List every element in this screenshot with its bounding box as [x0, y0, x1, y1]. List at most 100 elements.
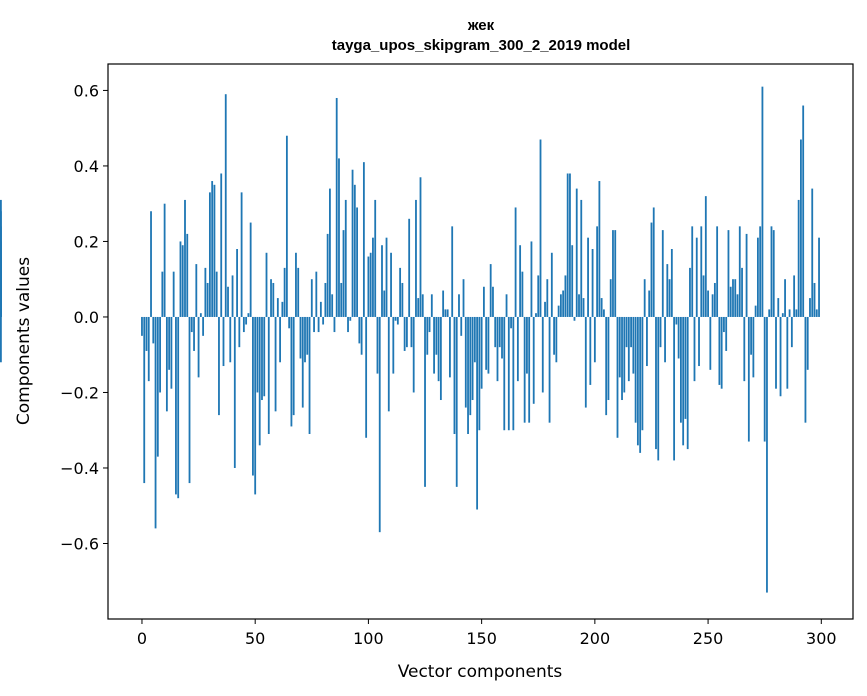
- bar-92: [349, 316, 352, 321]
- bar-130: [435, 316, 438, 355]
- bar-192: [575, 188, 578, 317]
- bar-256: [720, 316, 723, 389]
- bar-223: [646, 316, 648, 367]
- bar-197: [587, 237, 589, 317]
- bar-68: [295, 252, 297, 317]
- bar-120: [412, 316, 415, 393]
- bar-26: [199, 313, 202, 317]
- bar-217: [632, 316, 635, 374]
- bar-4: [150, 211, 152, 317]
- bar-59: [274, 316, 277, 412]
- bar-2: [145, 316, 148, 351]
- bar-252: [711, 294, 714, 317]
- bar-116: [403, 316, 406, 351]
- bar-230: [661, 230, 664, 317]
- bar-69: [297, 267, 300, 317]
- bar-157: [496, 316, 499, 382]
- bar-201: [596, 226, 599, 317]
- bar-47: [247, 313, 250, 317]
- bar-288: [793, 275, 796, 317]
- bar-1: [143, 316, 146, 484]
- bar-149: [478, 316, 481, 431]
- bar-248: [702, 275, 705, 317]
- bar-70: [299, 316, 302, 359]
- bar-10: [163, 203, 166, 317]
- bar-233: [668, 279, 671, 317]
- bar-144: [467, 316, 469, 434]
- bar-94: [353, 184, 356, 317]
- bar-228: [657, 316, 660, 461]
- bar-97: [360, 316, 363, 355]
- bar-290: [797, 199, 800, 317]
- bar-227: [655, 316, 657, 450]
- bar-179: [546, 279, 549, 317]
- bar-19: [184, 199, 186, 317]
- bar-60: [276, 298, 279, 317]
- bar-284: [784, 279, 786, 317]
- bar-236: [675, 316, 678, 325]
- bar-128: [430, 294, 433, 317]
- bar-73: [306, 316, 309, 355]
- bar-262: [734, 279, 737, 317]
- bar-215: [627, 316, 630, 382]
- bar-9: [161, 271, 164, 317]
- bar-56: [267, 316, 270, 434]
- bar-138: [453, 316, 456, 434]
- y-axis-label: Components values: [14, 257, 34, 425]
- bar-268: [747, 316, 750, 442]
- bar-76: [313, 316, 315, 333]
- bar-48: [249, 222, 252, 317]
- x-tick-label: 50: [245, 629, 265, 648]
- bar-276: [766, 316, 768, 593]
- bar-204: [603, 309, 605, 317]
- bar-14: [172, 271, 175, 317]
- bar-114: [399, 267, 402, 317]
- bar-100: [367, 256, 370, 317]
- bar-119: [410, 316, 413, 348]
- bar-207: [609, 279, 612, 317]
- bar-82: [326, 233, 329, 317]
- bar-36: [222, 316, 225, 367]
- y-tick-label: 0.2: [74, 232, 99, 251]
- bar-143: [464, 316, 467, 408]
- bar-254: [716, 226, 719, 317]
- bar-283: [781, 313, 784, 317]
- bar-7: [156, 316, 159, 457]
- bar-148: [476, 316, 479, 510]
- bar-80: [322, 316, 325, 325]
- bar-279: [772, 230, 775, 317]
- bar-58: [272, 282, 275, 317]
- bar-12: [168, 316, 171, 370]
- bar-150: [480, 316, 483, 389]
- y-tick-label: 0.0: [74, 308, 99, 327]
- bar-221: [641, 316, 644, 431]
- x-tick-label: 0: [137, 629, 147, 648]
- bar-292: [802, 105, 805, 317]
- bar-95: [356, 207, 358, 317]
- bar-185: [559, 294, 562, 317]
- bar-151: [482, 286, 485, 317]
- bar-272: [756, 237, 759, 317]
- bar-277: [768, 309, 771, 317]
- bar-90: [344, 199, 347, 317]
- bar-125: [424, 316, 426, 487]
- bar-275: [763, 316, 766, 442]
- bar-24: [195, 264, 198, 317]
- bar-240: [684, 316, 687, 419]
- bar-67: [292, 316, 295, 416]
- bar-45: [242, 316, 245, 333]
- bar-17: [179, 241, 182, 317]
- bar-166: [516, 316, 519, 382]
- bar-239: [682, 316, 685, 446]
- bar-86: [335, 97, 338, 317]
- x-axis-label: Vector components: [398, 662, 563, 682]
- bar-222: [643, 279, 646, 317]
- bar-294: [806, 316, 809, 370]
- bar-115: [401, 282, 404, 317]
- bar-274: [761, 86, 764, 317]
- bar-126: [426, 316, 429, 355]
- x-tick-label: 100: [353, 629, 384, 648]
- bar-18: [181, 245, 184, 317]
- y-tick-label: −0.4: [60, 459, 99, 478]
